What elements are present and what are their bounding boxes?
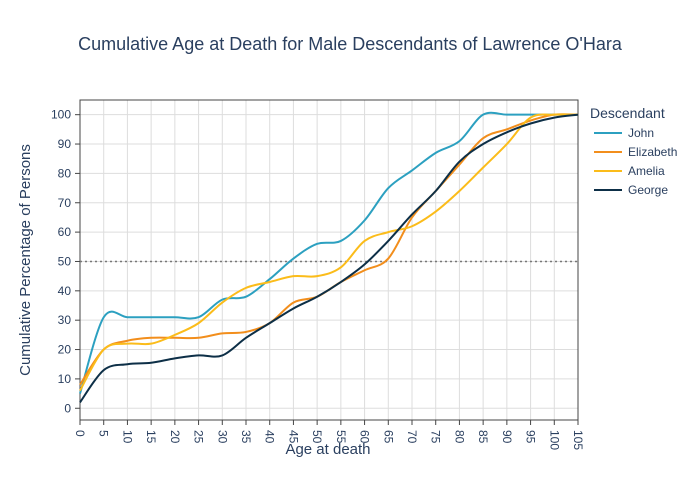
x-tick-label: 90 bbox=[500, 430, 514, 444]
x-tick-label: 60 bbox=[358, 430, 372, 444]
y-tick-label: 70 bbox=[58, 196, 72, 210]
legend-label-amelia: Amelia bbox=[628, 164, 665, 178]
y-tick-label: 60 bbox=[58, 225, 72, 239]
y-tick-label: 50 bbox=[58, 254, 72, 268]
legend-title: Descendant bbox=[590, 105, 665, 121]
series-line-elizabeth bbox=[79, 113, 579, 386]
x-tick-label: 85 bbox=[476, 430, 490, 444]
x-tick-label: 75 bbox=[429, 430, 443, 444]
x-tick-label: 30 bbox=[215, 430, 229, 444]
legend-label-john: John bbox=[628, 126, 654, 140]
legend-label-elizabeth: Elizabeth bbox=[628, 145, 677, 159]
x-tick-label: 55 bbox=[334, 430, 348, 444]
x-tick-label: 10 bbox=[120, 430, 134, 444]
legend: Descendant John Elizabeth Amelia George bbox=[590, 105, 677, 197]
x-tick-label: 100 bbox=[547, 430, 561, 450]
chart-title: Cumulative Age at Death for Male Descend… bbox=[78, 34, 623, 54]
x-tick-label: 20 bbox=[168, 430, 182, 444]
y-tick-label: 100 bbox=[51, 108, 71, 122]
x-tick-label: 40 bbox=[263, 430, 277, 444]
y-tick-label: 0 bbox=[64, 401, 71, 415]
x-tick-label: 80 bbox=[452, 430, 466, 444]
x-tick-label: 65 bbox=[381, 430, 395, 444]
x-axis-title: Age at death bbox=[285, 441, 370, 458]
legend-label-george: George bbox=[628, 183, 668, 197]
x-tick-label: 95 bbox=[524, 430, 538, 444]
y-tick-label: 30 bbox=[58, 313, 72, 327]
series-line-amelia bbox=[79, 113, 579, 392]
y-tick-label: 20 bbox=[58, 343, 72, 357]
y-tick-label: 40 bbox=[58, 284, 72, 298]
x-tick-label: 5 bbox=[97, 430, 111, 437]
x-tick-label: 45 bbox=[286, 430, 300, 444]
x-tick-label: 50 bbox=[310, 430, 324, 444]
series-line-george bbox=[79, 113, 579, 403]
plot-frame bbox=[79, 99, 579, 421]
x-tick-label: 15 bbox=[144, 430, 158, 444]
x-tick-label: 35 bbox=[239, 430, 253, 444]
x-tick-label: 25 bbox=[192, 430, 206, 444]
y-tick-label: 10 bbox=[58, 372, 72, 386]
y-axis-title: Cumulative Percentage of Persons bbox=[17, 144, 34, 376]
x-tick-label: 70 bbox=[405, 430, 419, 444]
y-tick-label: 90 bbox=[58, 137, 72, 151]
x-tick-label: 105 bbox=[571, 430, 585, 450]
series-line-john bbox=[79, 111, 578, 394]
y-tick-label: 80 bbox=[58, 166, 72, 180]
x-tick-label: 0 bbox=[73, 430, 87, 437]
